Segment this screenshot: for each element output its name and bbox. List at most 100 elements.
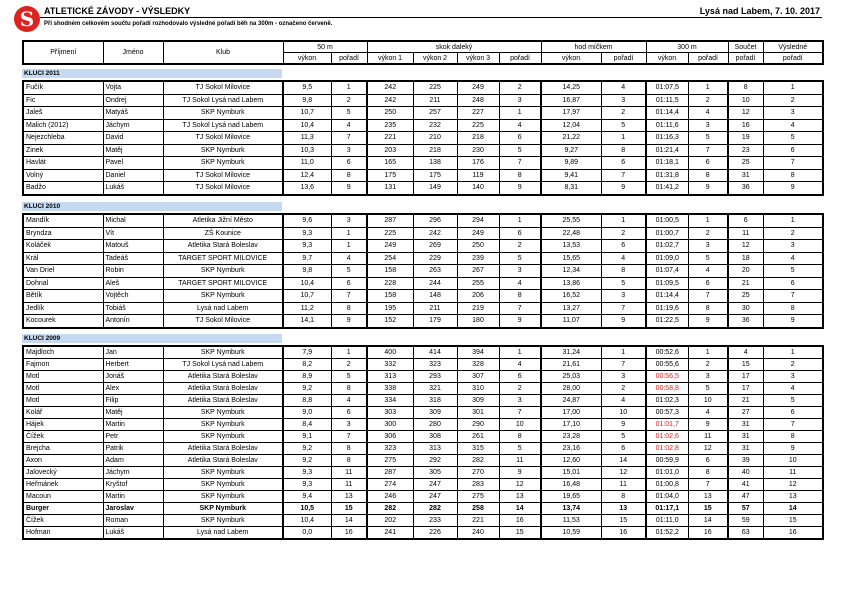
- cell-300m-rank: 8: [687, 168, 729, 182]
- cell-firstname: Lukáš: [102, 181, 164, 195]
- cell-throw-result: 28,00: [540, 382, 602, 395]
- cell-jump-3: 275: [456, 490, 500, 503]
- cell-throw-result: 16,87: [540, 93, 602, 107]
- cell-jump-2: 179: [412, 314, 458, 328]
- cell-jump-1: 195: [366, 301, 414, 315]
- cell-jump-3: 249: [456, 80, 500, 95]
- cell-surname: Fučík: [22, 80, 104, 95]
- cell-300m-result: 01:41,2: [645, 181, 689, 195]
- cell-throw-result: 11,07: [540, 314, 602, 328]
- cell-300m-result: 01:02,7: [645, 239, 689, 253]
- cell-50m-result: 11,2: [282, 301, 332, 315]
- cell-jump-3: 218: [456, 131, 500, 145]
- cell-final-rank: 5: [762, 394, 824, 407]
- subcol-1: pořadí: [330, 52, 368, 65]
- cell-surname: Van Driel: [22, 264, 104, 278]
- cell-final-rank: 6: [762, 143, 824, 157]
- cell-final-rank: 6: [762, 276, 824, 290]
- cell-300m-rank: 2: [687, 226, 729, 240]
- cell-300m-rank: 2: [687, 93, 729, 107]
- cell-surname: Motl: [22, 370, 104, 383]
- cell-surname: Brejcha: [22, 442, 104, 455]
- cell-jump-1: 175: [366, 168, 414, 182]
- cell-throw-result: 19,65: [540, 490, 602, 503]
- cell-surname: Mandík: [22, 213, 104, 228]
- cell-sum-rank: 25: [727, 289, 764, 303]
- cell-sum-rank: 17: [727, 382, 764, 395]
- cell-jump-1: 313: [366, 370, 414, 383]
- cell-throw-rank: 4: [600, 80, 647, 95]
- cell-surname: Motl: [22, 394, 104, 407]
- cell-300m-result: 00:57,3: [645, 406, 689, 419]
- cell-jump-2: 282: [412, 502, 458, 515]
- cell-jump-1: 203: [366, 143, 414, 157]
- cell-300m-result: 01:21,4: [645, 143, 689, 157]
- cell-firstname: Matěj: [102, 143, 164, 157]
- cell-50m-result: 9,3: [282, 226, 332, 240]
- cell-300m-rank: 1: [687, 213, 729, 228]
- cell-jump-2: 138: [412, 156, 458, 170]
- cell-final-rank: 4: [762, 382, 824, 395]
- cell-throw-result: 15,65: [540, 251, 602, 265]
- col-300m: 300 m: [645, 40, 729, 53]
- cell-sum-rank: 63: [727, 526, 764, 540]
- cell-surname: Motl: [22, 382, 104, 395]
- cell-50m-result: 10,4: [282, 276, 332, 290]
- cell-jump-1: 274: [366, 478, 414, 491]
- cell-jump-1: 250: [366, 106, 414, 120]
- cell-jump-1: 287: [366, 213, 414, 228]
- cell-throw-result: 12,60: [540, 454, 602, 467]
- cell-jump-2: 293: [412, 370, 458, 383]
- cell-surname: Čížek: [22, 430, 104, 443]
- cell-sum-rank: 30: [727, 301, 764, 315]
- cell-club: TJ Sokol Milovice: [162, 181, 284, 195]
- cell-jump-rank: 5: [498, 143, 542, 157]
- cell-throw-result: 25,03: [540, 370, 602, 383]
- cell-jump-2: 269: [412, 239, 458, 253]
- cell-300m-rank: 13: [687, 490, 729, 503]
- table-row: Fic Ondrej TJ Sokol Lysá nad Labem 9,8 2 242 2…: [22, 93, 824, 107]
- cell-jump-1: 306: [366, 430, 414, 443]
- cell-final-rank: 2: [762, 358, 824, 371]
- table-row: Motl Filip Atletika Stará Boleslav 8,8 4 334 3…: [22, 394, 824, 407]
- cell-throw-rank: 2: [600, 226, 647, 240]
- cell-sum-rank: 57: [727, 502, 764, 515]
- cell-300m-result: 01:19,6: [645, 301, 689, 315]
- col-firstname: Jméno: [102, 40, 164, 65]
- cell-300m-rank: 3: [687, 370, 729, 383]
- cell-club: SKP Nymburk: [162, 264, 284, 278]
- cell-jump-3: 307: [456, 370, 500, 383]
- cell-300m-rank: 4: [687, 406, 729, 419]
- cell-sum-rank: 31: [727, 418, 764, 431]
- cell-jump-rank: 9: [498, 181, 542, 195]
- cell-throw-result: 17,10: [540, 418, 602, 431]
- cell-50m-rank: 8: [330, 382, 368, 395]
- cell-300m-result: 01:09,5: [645, 276, 689, 290]
- cell-throw-rank: 9: [600, 314, 647, 328]
- cell-club: SKP Nymburk: [162, 478, 284, 491]
- cell-throw-result: 23,16: [540, 442, 602, 455]
- cell-50m-rank: 8: [330, 442, 368, 455]
- cell-firstname: Vojtěch: [102, 289, 164, 303]
- cell-300m-result: 01:07,5: [645, 80, 689, 95]
- cell-300m-rank: 12: [687, 442, 729, 455]
- cell-50m-rank: 8: [330, 301, 368, 315]
- cell-300m-rank: 15: [687, 502, 729, 515]
- cell-throw-rank: 6: [600, 239, 647, 253]
- cell-jump-2: 292: [412, 454, 458, 467]
- cell-300m-rank: 4: [687, 106, 729, 120]
- cell-throw-result: 11,53: [540, 514, 602, 527]
- cell-firstname: Roman: [102, 514, 164, 527]
- cell-surname: Axon: [22, 454, 104, 467]
- cell-jump-3: 294: [456, 213, 500, 228]
- table-row: Koláček Matouš Atletika Stará Boleslav 9,3 1…: [22, 239, 824, 253]
- table-row: Burger Jaroslav SKP Nymburk 10,5 15 282 282 258…: [22, 502, 824, 515]
- cell-final-rank: 4: [762, 251, 824, 265]
- cell-surname: Král: [22, 251, 104, 265]
- cell-50m-rank: 2: [330, 93, 368, 107]
- cell-final-rank: 9: [762, 314, 824, 328]
- cell-50m-rank: 7: [330, 131, 368, 145]
- cell-throw-rank: 3: [600, 93, 647, 107]
- cell-sum-rank: 41: [727, 478, 764, 491]
- cell-surname: Jalovecký: [22, 466, 104, 479]
